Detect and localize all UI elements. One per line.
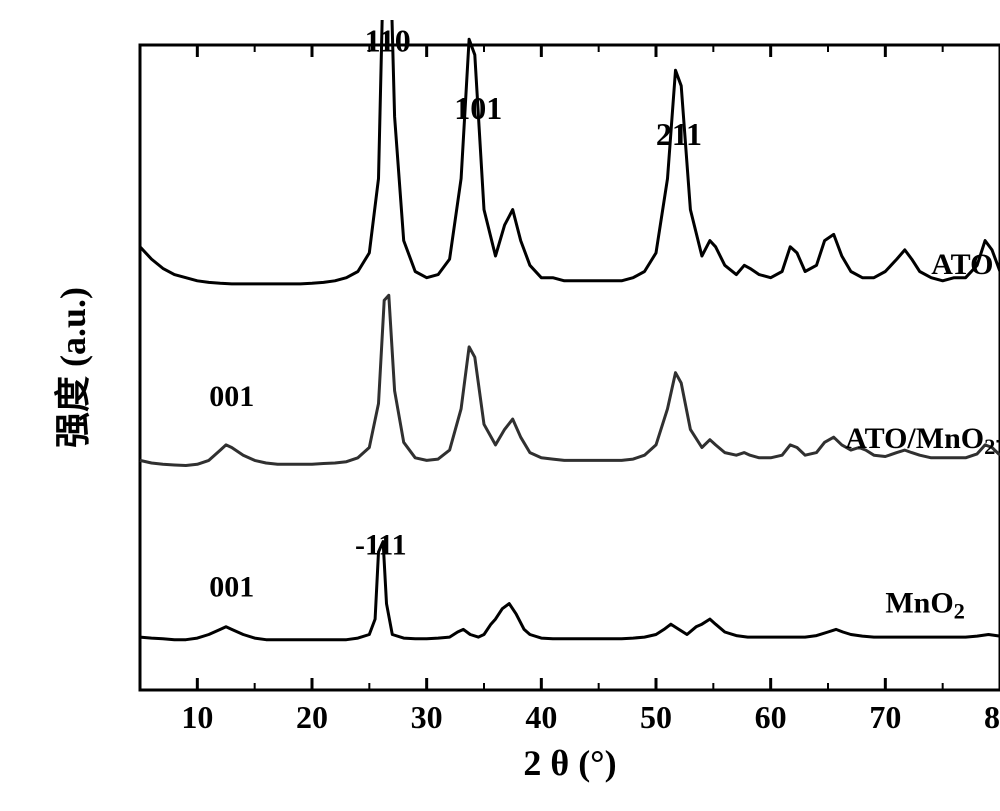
svg-text:ATO: ATO — [931, 248, 993, 281]
svg-text:70: 70 — [869, 699, 901, 735]
svg-text:30: 30 — [411, 699, 443, 735]
xrd-chart: 10 20 30 40 50 60 70 80 2 θ (°) 强度 (a.u.) ATO ATO/M… — [20, 20, 1000, 791]
svg-text:50: 50 — [640, 699, 672, 735]
svg-text:60: 60 — [755, 699, 787, 735]
svg-text:80: 80 — [984, 699, 1000, 735]
svg-text:2 θ (°): 2 θ (°) — [523, 743, 616, 783]
svg-text:10: 10 — [181, 699, 213, 735]
svg-text:40: 40 — [525, 699, 557, 735]
svg-text:101: 101 — [454, 90, 502, 126]
svg-text:-111: -111 — [355, 529, 407, 562]
svg-text:001: 001 — [209, 380, 254, 413]
svg-text:ATO/MnO2-1: ATO/MnO2-1 — [845, 422, 1000, 459]
chart-svg: 10 20 30 40 50 60 70 80 2 θ (°) 强度 (a.u.) ATO ATO/M… — [20, 20, 1000, 791]
svg-text:20: 20 — [296, 699, 328, 735]
svg-text:MnO2: MnO2 — [885, 587, 965, 624]
svg-text:110: 110 — [365, 22, 411, 58]
svg-text:211: 211 — [656, 116, 702, 152]
svg-text:001: 001 — [209, 570, 254, 603]
svg-text:强度 (a.u.): 强度 (a.u.) — [53, 287, 93, 448]
